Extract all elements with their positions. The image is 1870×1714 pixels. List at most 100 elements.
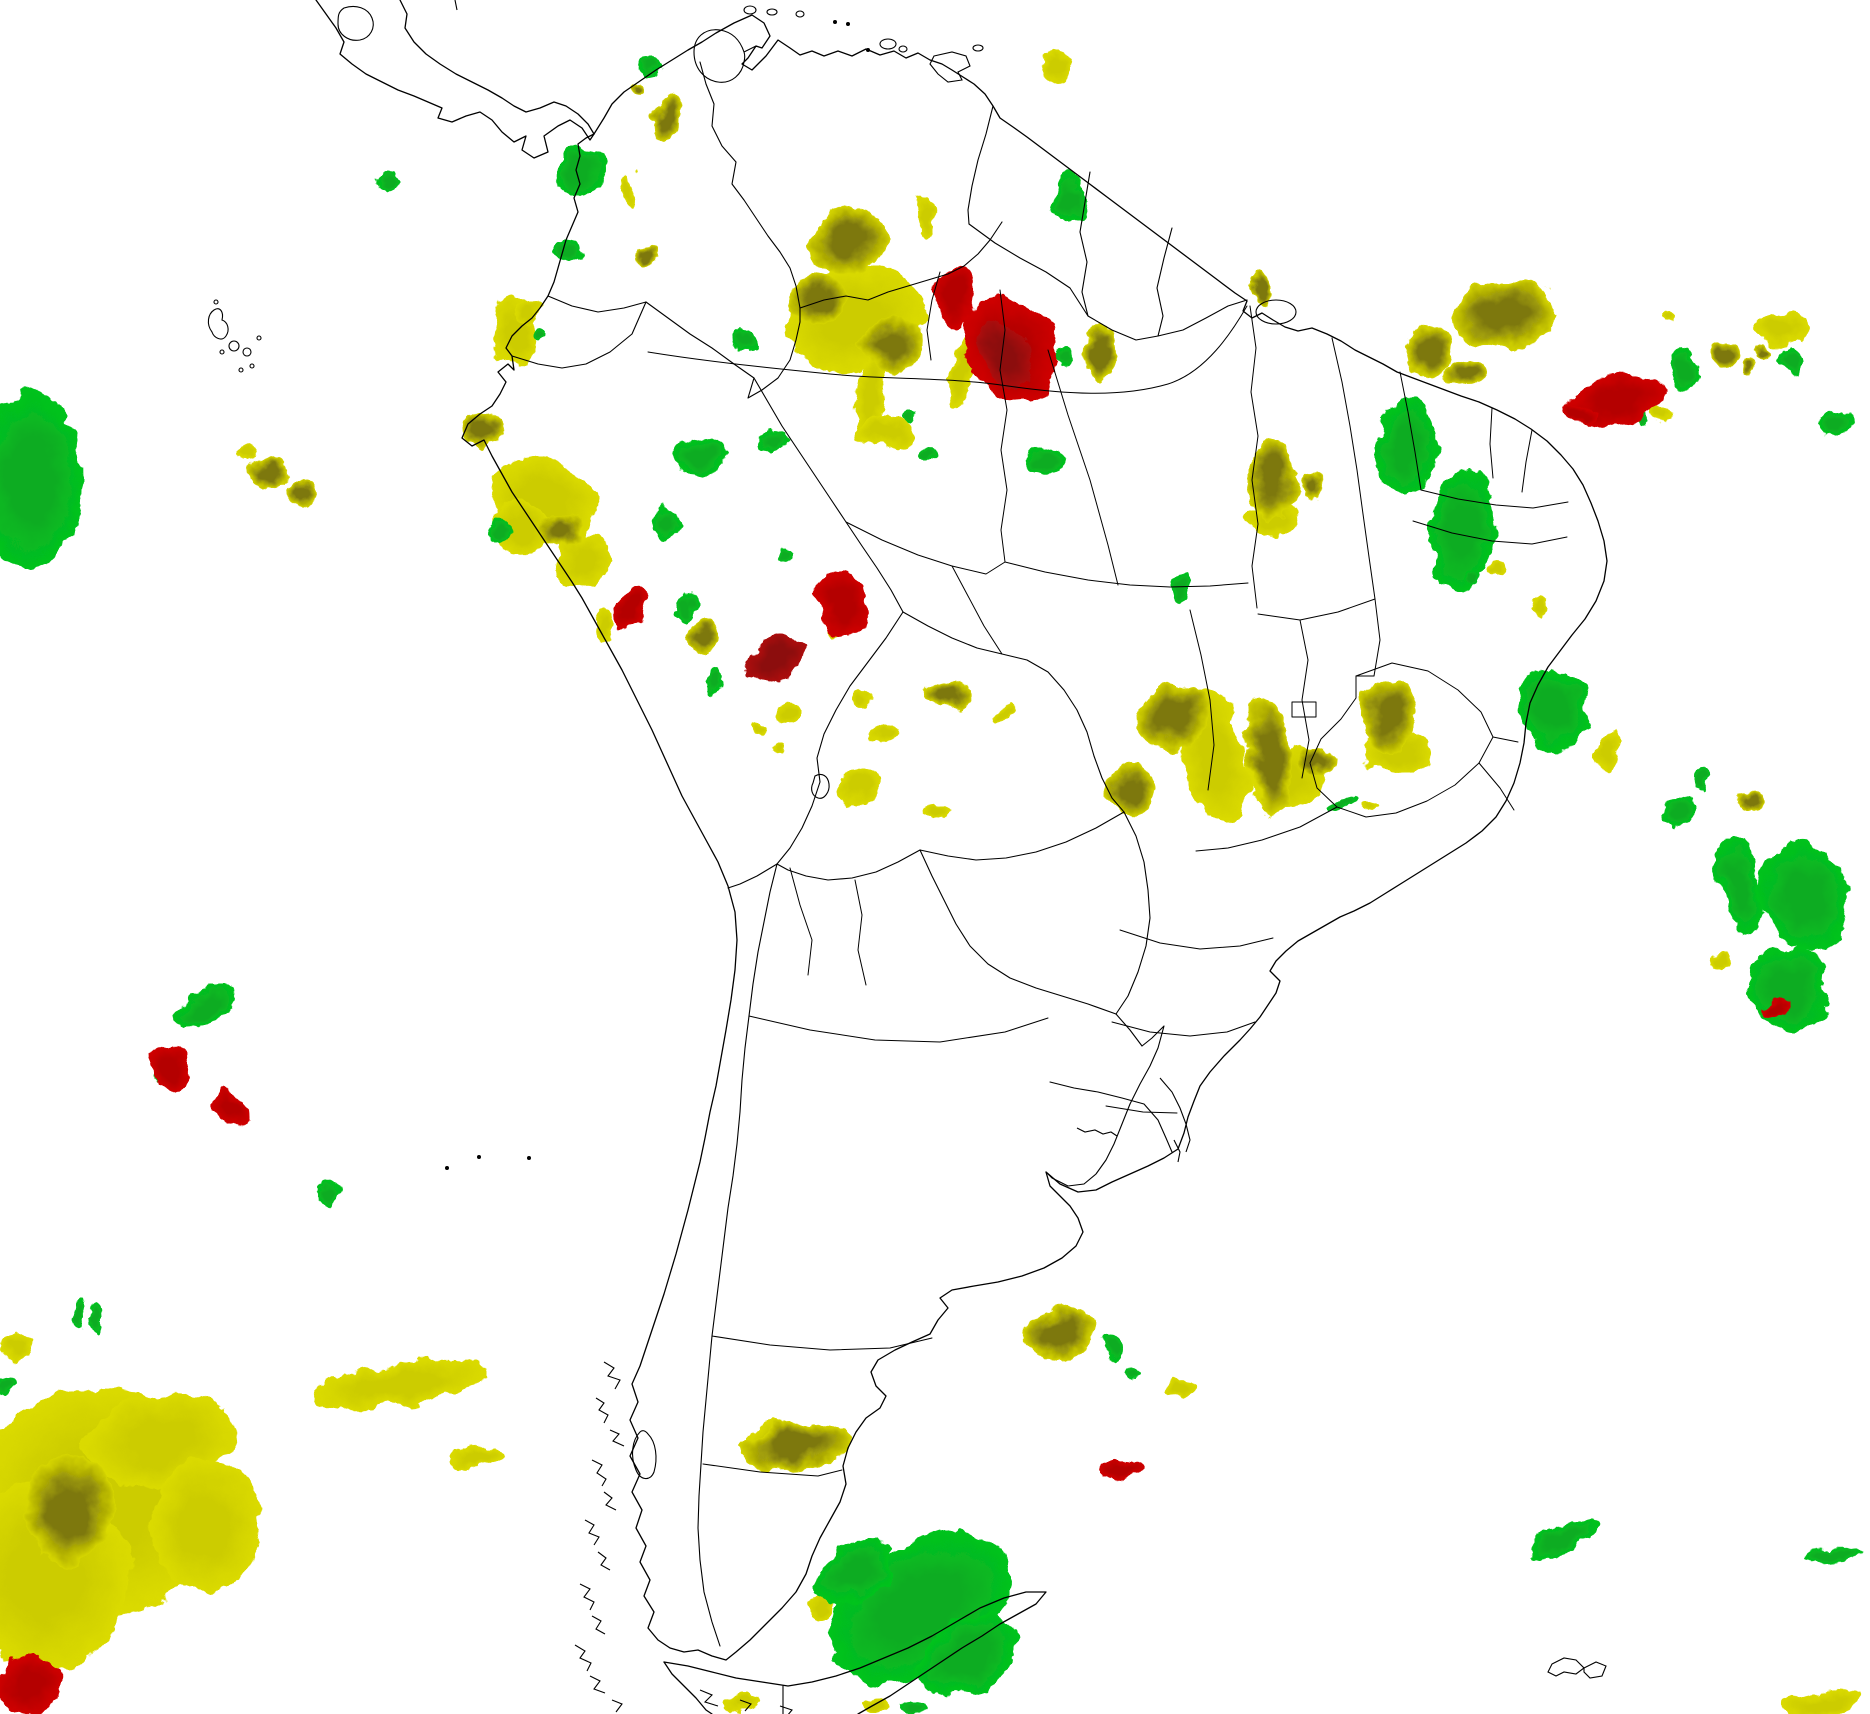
precip-cell-olive: [1022, 1309, 1098, 1357]
precip-cell-green: [1696, 770, 1710, 790]
precip-cell-olive: [1404, 326, 1450, 378]
galapagos-islands: [207, 299, 262, 373]
precip-cell-red: [618, 587, 648, 627]
precip-cell-green: [1328, 799, 1354, 809]
precip-cell-green: [706, 663, 720, 693]
precip-cell-green: [817, 1539, 895, 1605]
precip-cell-olive: [1298, 470, 1322, 502]
precip-cell-yellow: [1535, 594, 1549, 618]
precip-cell-yellow: [0, 1331, 32, 1359]
precip-cell-yellow: [624, 173, 636, 207]
border-uruguay-brazil: [1049, 1081, 1173, 1153]
precip-cell-green: [1527, 1517, 1599, 1557]
central-america-pacific-coast: [315, 0, 595, 159]
falkland-islands: [1547, 1657, 1607, 1679]
river-line: [454, 0, 458, 11]
marajo-island: [1255, 299, 1297, 325]
precip-cell-green: [1669, 349, 1699, 391]
border-bolivia-argentina: [776, 849, 921, 881]
border-chile-argentina: [697, 863, 778, 1647]
precip-cell-green: [676, 594, 696, 622]
precip-cell-yellow: [774, 744, 784, 756]
precip-cell-green: [895, 1702, 929, 1714]
distrito-federal: [1291, 701, 1317, 718]
precip-cell-olive: [1362, 677, 1418, 753]
precip-cell-yellow: [1665, 310, 1681, 324]
precip-cell-green: [672, 434, 726, 476]
precip-cell-red: [1566, 402, 1594, 422]
precip-cell-olive: [1445, 358, 1489, 386]
precip-cell-olive: [689, 621, 721, 657]
precip-cell-green: [735, 329, 755, 349]
border-ecuador-peru: [511, 301, 647, 369]
lake-nicaragua: [337, 5, 374, 41]
precip-cell-green: [1781, 349, 1803, 375]
precip-cell-green: [1750, 945, 1830, 1031]
border-venezuela-guyana: [967, 105, 994, 225]
coastline-layer: [207, 0, 1608, 1714]
precip-cell-olive: [790, 275, 850, 325]
precip-cell-red: [0, 1654, 63, 1714]
precip-cell-olive: [1249, 434, 1295, 520]
precip-cell-green: [533, 324, 547, 338]
amazon-river: [647, 305, 1248, 394]
precip-cell-green: [640, 58, 664, 78]
border-peru-chile: [727, 863, 778, 889]
precip-cell-yellow: [1360, 804, 1382, 814]
border-guianas-brazil: [968, 223, 1248, 341]
precip-cell-yellow: [514, 300, 540, 320]
precip-cell-green: [1762, 844, 1850, 952]
precip-cell-green: [554, 146, 606, 194]
precip-cell-green: [759, 428, 791, 452]
precip-cell-red: [1763, 999, 1787, 1015]
precip-cell-olive: [1247, 698, 1293, 818]
precip-cell-green: [829, 1533, 1011, 1683]
precip-cell-yellow: [844, 767, 878, 805]
border-paraguay-argentina: [919, 849, 1117, 1015]
precip-cell-green: [554, 238, 584, 262]
precip-cell-olive: [637, 245, 657, 265]
precip-cell-olive: [1253, 270, 1269, 302]
tierra-del-fuego-coast: [663, 1591, 1047, 1714]
precip-cell-olive: [1086, 326, 1116, 378]
precip-cell-olive: [1738, 791, 1762, 811]
border-argentina-brazil-uruguay-river: [1045, 1013, 1165, 1187]
precip-cell-yellow: [1652, 405, 1672, 423]
precip-cell-olive: [653, 94, 681, 142]
chilean-fjords: [574, 1361, 793, 1714]
precip-cell-green: [1170, 577, 1192, 599]
precip-cell-green: [1126, 1369, 1140, 1379]
brazil-lagoons: [1076, 1077, 1191, 1163]
south-america-coastline: [461, 14, 1608, 1661]
precip-cell-green: [1056, 347, 1072, 367]
trinidad-island: [929, 51, 971, 83]
precip-cell-yellow: [855, 690, 875, 708]
precip-cell-green: [919, 1614, 1017, 1696]
precip-cell-green: [1715, 837, 1765, 935]
precip-cell-yellow: [867, 722, 897, 742]
precip-cell-yellow: [752, 722, 764, 734]
border-colombia-ecuador: [547, 295, 647, 313]
precip-cell-olive: [249, 457, 291, 489]
precip-cell-olive: [538, 512, 582, 548]
precip-cell-green: [0, 392, 82, 568]
border-colombia-venezuela: [699, 61, 801, 309]
state-border-layer: [647, 271, 1569, 1477]
caribbean-islands: [743, 5, 984, 83]
precip-cell-green: [900, 409, 918, 423]
precip-cell-olive: [1108, 763, 1156, 821]
border-guyana-suriname: [1079, 171, 1091, 317]
precip-cell-red: [148, 1045, 194, 1095]
precip-cell-yellow: [916, 194, 936, 242]
precip-cell-green: [1661, 795, 1697, 825]
precip-cell-yellow: [723, 1695, 763, 1713]
precip-cell-olive: [742, 1422, 848, 1470]
precip-cell-green: [653, 507, 683, 539]
precip-cell-red: [934, 265, 976, 325]
chiloe-island: [631, 1430, 657, 1480]
border-paraguay-brazil: [1115, 811, 1151, 1015]
precip-cell-yellow: [150, 1460, 260, 1590]
precip-cell-yellow: [860, 416, 910, 448]
precip-cell-green: [1429, 468, 1495, 592]
precip-cell-green: [374, 171, 394, 189]
